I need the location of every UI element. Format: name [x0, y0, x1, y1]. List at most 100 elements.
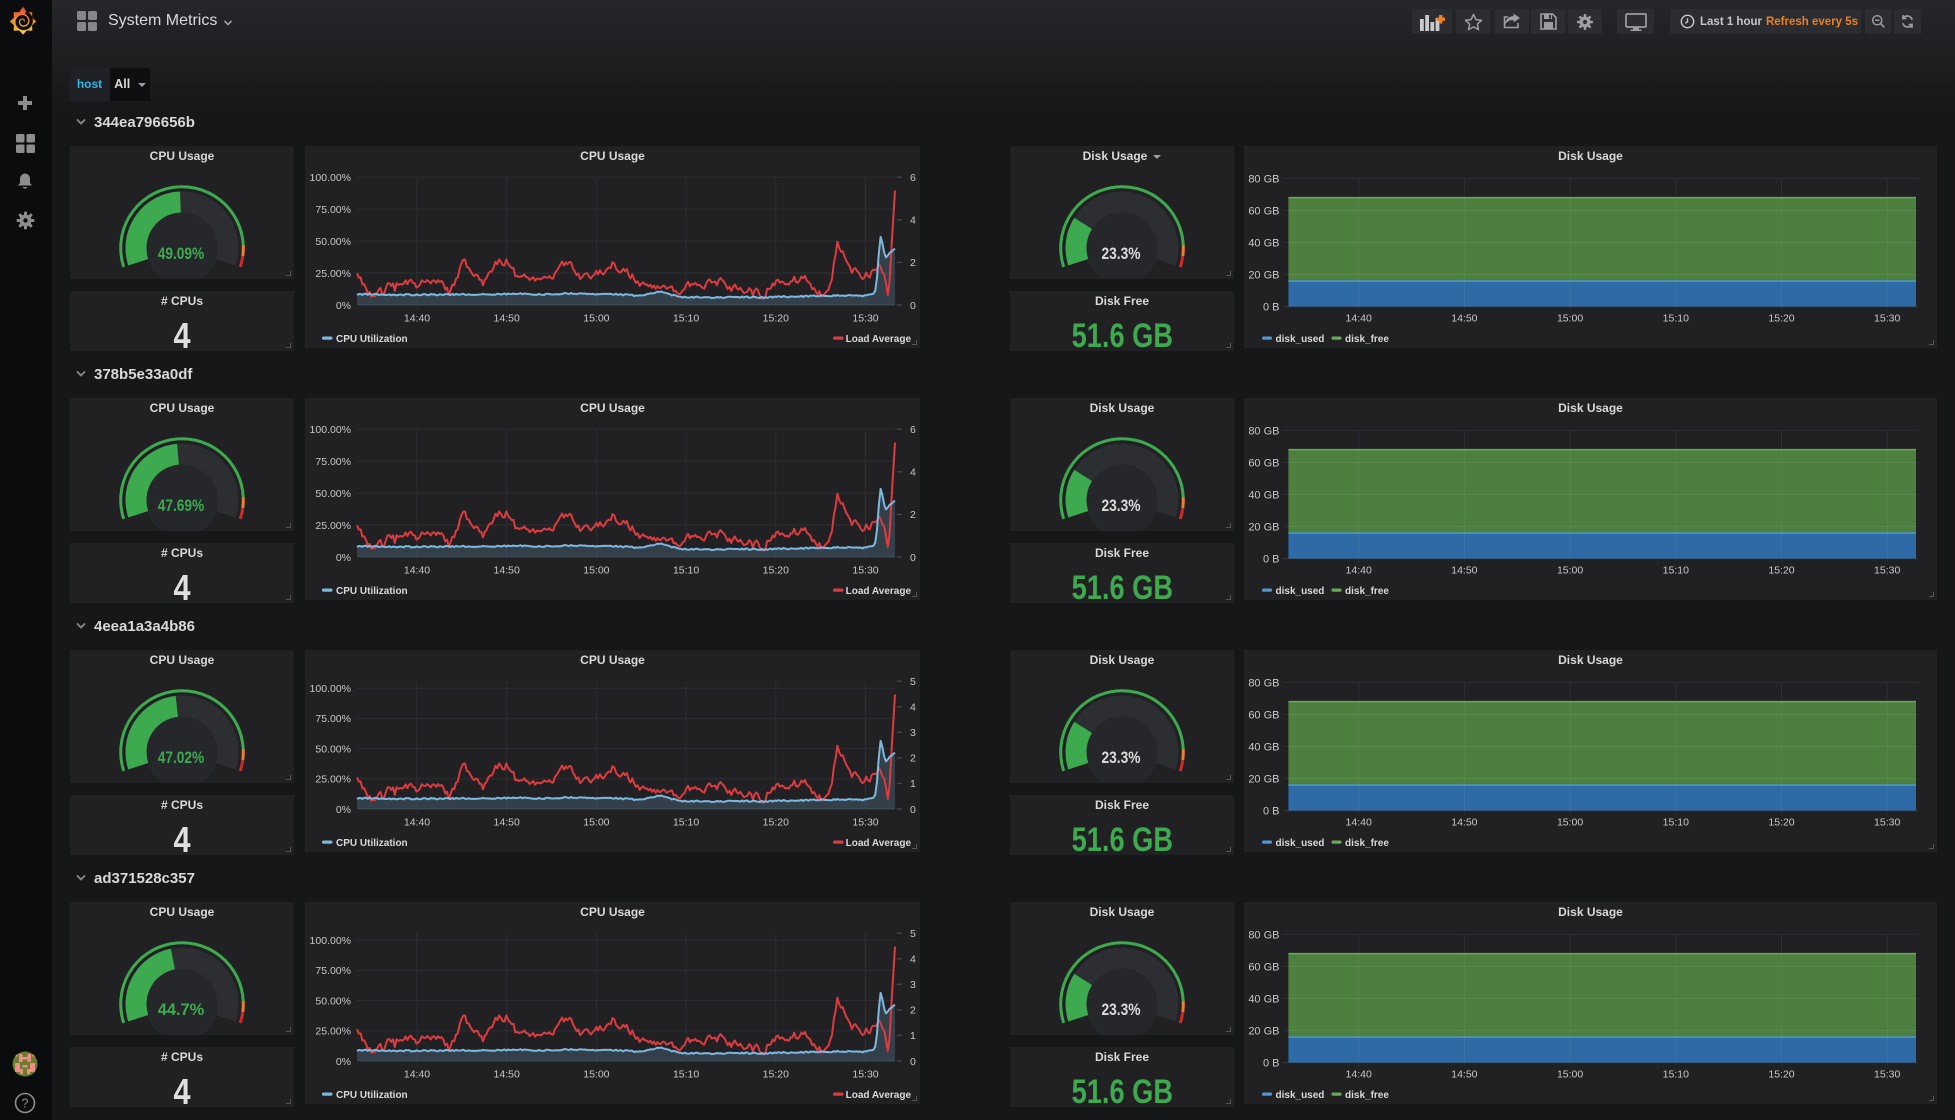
svg-text:23.3%: 23.3%: [1102, 496, 1141, 515]
svg-text:20 GB: 20 GB: [1248, 773, 1279, 785]
svg-text:100.00%: 100.00%: [310, 172, 351, 184]
svg-text:20 GB: 20 GB: [1248, 521, 1279, 533]
svg-text:2: 2: [910, 257, 916, 269]
svg-text:75.00%: 75.00%: [315, 713, 351, 725]
svg-text:23.3%: 23.3%: [1102, 1000, 1141, 1019]
svg-text:0: 0: [910, 804, 916, 816]
svg-text:15:20: 15:20: [763, 565, 789, 577]
svg-text:40 GB: 40 GB: [1248, 741, 1279, 753]
svg-text:3: 3: [910, 727, 916, 739]
svg-text:47.02%: 47.02%: [158, 748, 205, 767]
svg-text:4: 4: [910, 215, 916, 227]
svg-text:15:10: 15:10: [673, 817, 699, 829]
svg-text:14:50: 14:50: [1451, 313, 1477, 325]
svg-text:60 GB: 60 GB: [1248, 205, 1279, 217]
svg-text:14:50: 14:50: [494, 1069, 520, 1081]
svg-text:80 GB: 80 GB: [1248, 173, 1279, 185]
svg-text:14:40: 14:40: [1346, 565, 1372, 577]
svg-text:50.00%: 50.00%: [315, 743, 351, 755]
svg-text:Load Average: Load Average: [846, 586, 912, 597]
svg-text:2: 2: [910, 753, 916, 765]
svg-text:40 GB: 40 GB: [1248, 237, 1279, 249]
svg-text:40 GB: 40 GB: [1248, 993, 1279, 1005]
svg-text:2: 2: [910, 1005, 916, 1017]
svg-text:0: 0: [910, 552, 916, 564]
svg-text:15:20: 15:20: [763, 817, 789, 829]
svg-text:75.00%: 75.00%: [315, 965, 351, 977]
svg-text:14:40: 14:40: [404, 313, 430, 325]
svg-text:15:00: 15:00: [583, 1069, 609, 1081]
svg-text:CPU Utilization: CPU Utilization: [336, 838, 408, 849]
svg-text:15:10: 15:10: [1663, 565, 1689, 577]
svg-text:5: 5: [910, 928, 916, 940]
svg-text:Load Average: Load Average: [846, 1090, 912, 1101]
svg-text:0: 0: [910, 300, 916, 312]
svg-text:15:30: 15:30: [852, 565, 878, 577]
svg-text:75.00%: 75.00%: [315, 456, 351, 468]
svg-text:14:40: 14:40: [1346, 313, 1372, 325]
svg-text:15:30: 15:30: [852, 817, 878, 829]
svg-text:15:10: 15:10: [1663, 313, 1689, 325]
svg-text:25.00%: 25.00%: [315, 1026, 351, 1038]
svg-text:25.00%: 25.00%: [315, 520, 351, 532]
svg-text:4: 4: [910, 467, 916, 479]
svg-text:0: 0: [910, 1056, 916, 1068]
svg-text:20 GB: 20 GB: [1248, 1025, 1279, 1037]
svg-text:6: 6: [910, 172, 916, 184]
svg-text:14:50: 14:50: [1451, 565, 1477, 577]
svg-text:5: 5: [910, 676, 916, 688]
svg-text:47.69%: 47.69%: [158, 496, 205, 515]
svg-text:75.00%: 75.00%: [315, 204, 351, 216]
svg-text:50.00%: 50.00%: [315, 488, 351, 500]
svg-text:14:50: 14:50: [494, 313, 520, 325]
svg-text:15:20: 15:20: [1768, 1069, 1794, 1081]
svg-text:60 GB: 60 GB: [1248, 961, 1279, 973]
svg-text:Load Average: Load Average: [846, 334, 912, 345]
svg-text:15:00: 15:00: [1557, 313, 1583, 325]
svg-text:0%: 0%: [336, 1056, 351, 1068]
svg-text:15:30: 15:30: [1874, 817, 1900, 829]
svg-text:23.3%: 23.3%: [1102, 244, 1141, 263]
svg-text:15:30: 15:30: [852, 313, 878, 325]
svg-text:disk_used: disk_used: [1276, 838, 1325, 849]
svg-text:14:50: 14:50: [1451, 817, 1477, 829]
svg-text:15:00: 15:00: [583, 313, 609, 325]
svg-text:25.00%: 25.00%: [315, 774, 351, 786]
svg-text:14:40: 14:40: [404, 817, 430, 829]
svg-text:15:00: 15:00: [583, 565, 609, 577]
svg-text:0%: 0%: [336, 804, 351, 816]
svg-text:disk_free: disk_free: [1345, 838, 1389, 849]
svg-text:15:30: 15:30: [1874, 565, 1900, 577]
svg-text:14:50: 14:50: [494, 565, 520, 577]
svg-text:80 GB: 80 GB: [1248, 677, 1279, 689]
svg-text:0 B: 0 B: [1263, 553, 1280, 565]
svg-text:15:00: 15:00: [1557, 1069, 1583, 1081]
svg-text:CPU Utilization: CPU Utilization: [336, 334, 408, 345]
svg-text:15:10: 15:10: [673, 565, 699, 577]
svg-text:14:40: 14:40: [404, 1069, 430, 1081]
svg-text:49.09%: 49.09%: [158, 244, 205, 263]
svg-text:CPU Utilization: CPU Utilization: [336, 586, 408, 597]
svg-text:disk_free: disk_free: [1345, 334, 1389, 345]
svg-text:disk_used: disk_used: [1276, 1090, 1325, 1101]
svg-text:3: 3: [910, 979, 916, 991]
svg-text:15:20: 15:20: [763, 313, 789, 325]
svg-text:CPU Utilization: CPU Utilization: [336, 1090, 408, 1101]
svg-text:50.00%: 50.00%: [315, 236, 351, 248]
svg-text:14:40: 14:40: [1346, 817, 1372, 829]
svg-text:23.3%: 23.3%: [1102, 748, 1141, 767]
svg-text:0%: 0%: [336, 552, 351, 564]
svg-text:15:00: 15:00: [583, 817, 609, 829]
svg-text:44.7%: 44.7%: [158, 1000, 205, 1019]
svg-text:100.00%: 100.00%: [310, 424, 351, 436]
svg-text:15:20: 15:20: [1768, 565, 1794, 577]
svg-text:14:40: 14:40: [404, 565, 430, 577]
svg-text:15:20: 15:20: [763, 1069, 789, 1081]
svg-text:15:00: 15:00: [1557, 817, 1583, 829]
svg-text:50.00%: 50.00%: [315, 995, 351, 1007]
svg-text:?: ?: [22, 1097, 29, 1111]
svg-text:1: 1: [910, 778, 916, 790]
svg-text:disk_used: disk_used: [1276, 334, 1325, 345]
svg-text:15:30: 15:30: [852, 1069, 878, 1081]
svg-text:14:50: 14:50: [494, 817, 520, 829]
